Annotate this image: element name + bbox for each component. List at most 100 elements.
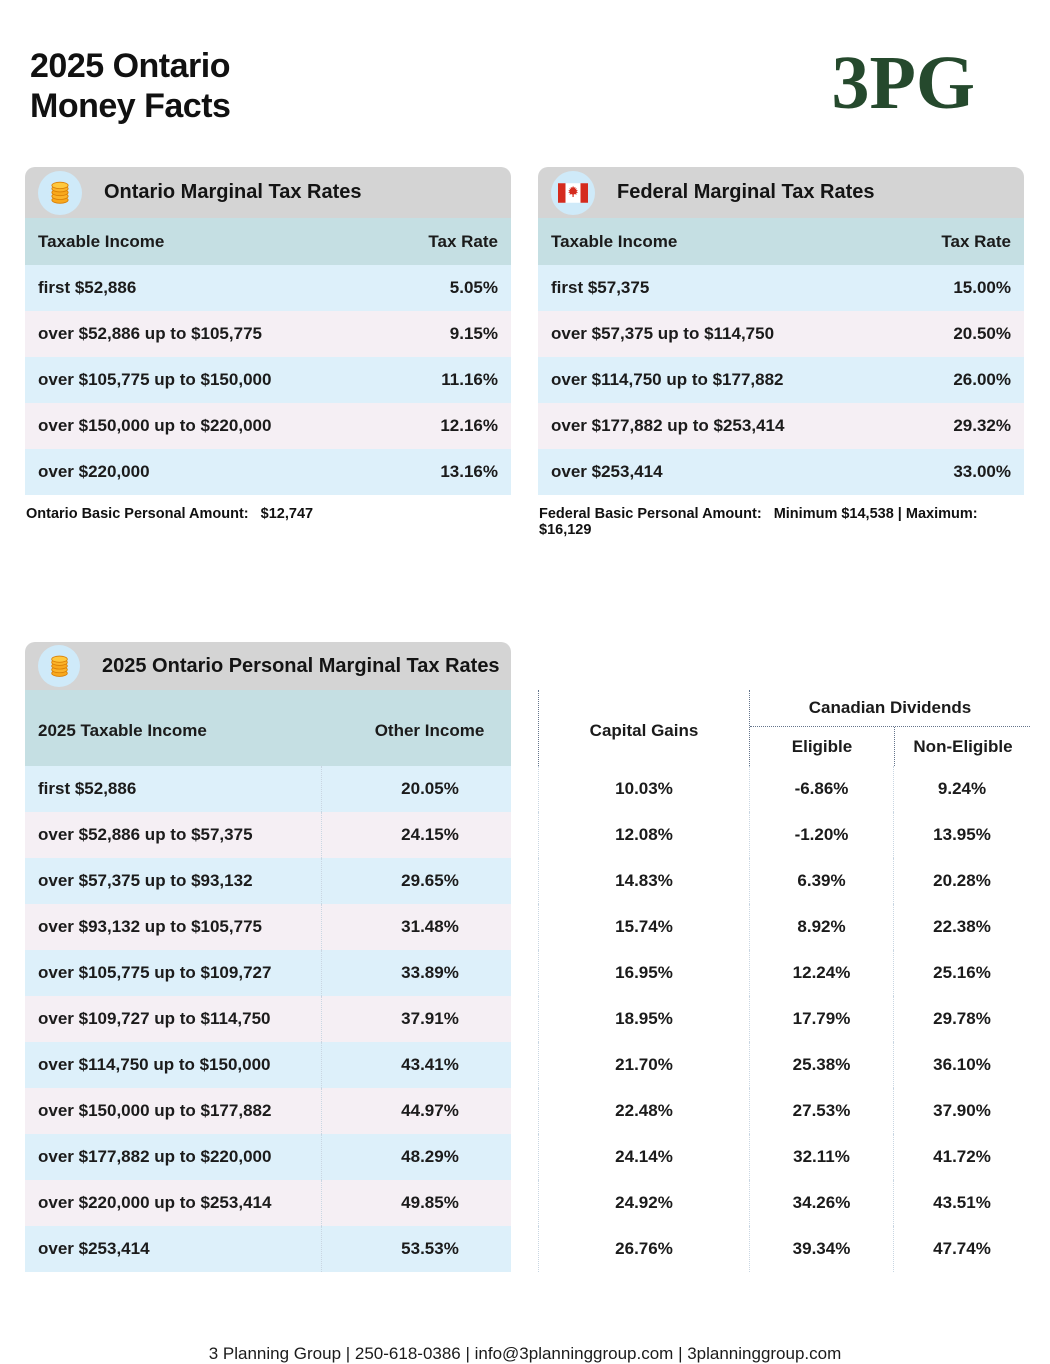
cell-eligible: 6.39% [749,858,893,904]
col-header-eligible: Eligible [791,736,853,756]
cell-income: over $114,750 up to $177,882 [551,370,784,389]
table-row: over $93,132 up to $105,775 31.48% 15.74% 8… [25,904,991,950]
cell-capital: 22.48% [538,1088,749,1134]
cell-income: over $105,775 up to $150,000 [38,370,272,389]
col-header-canadian-dividends-group: Canadian Dividends Eligible Non-Eligible [749,690,1030,766]
coins-icon [38,170,82,215]
page-footer: 3 Planning Group | 250-618-0386 | info@3… [208,1344,842,1363]
cell-income: over $93,132 up to $105,775 [38,917,262,936]
cell-income: over $177,882 up to $220,000 [38,1147,272,1166]
cell-income: over $105,775 up to $109,727 [38,963,272,982]
cell-income: over $253,414 [551,462,663,481]
cell-other: 31.48% [321,904,538,950]
cell-capital: 16.95% [538,950,749,996]
cell-eligible: 17.79% [749,996,893,1042]
page-title-line2: Money Facts [30,87,231,125]
ontario-column-headers: Taxable Income Tax Rate [25,218,511,265]
table-row: over $57,375 up to $93,132 29.65% 14.83% 6.… [25,858,991,904]
col-header-taxable-income: Taxable Income [551,231,678,251]
cell-noneligible: 29.78% [893,996,1030,1042]
ontario-tax-table: Ontario Marginal Tax Rates Taxable Incom… [25,167,511,538]
federal-footnote-value: Minimum $14,538 | Maximum: $16,129 [539,506,978,538]
table-row: over $150,000 up to $177,882 44.97% 22.48%… [25,1088,991,1134]
cell-capital: 10.03% [538,766,749,812]
cell-rate: 15.00% [953,278,1011,297]
cell-income: over $52,886 up to $57,375 [38,825,253,844]
table-row: over $220,000 13.16% [25,449,511,495]
cell-income: first $52,886 [38,278,137,297]
federal-footnote-label: Federal Basic Personal Amount: [539,506,762,522]
cell-other: 44.97% [321,1088,538,1134]
personal-table-header-bar: 2025 Ontario Personal Marginal Tax Rates [25,642,511,690]
col-header-canadian-dividends: Canadian Dividends [750,690,1030,727]
cell-other: 33.89% [321,950,538,996]
table-row: over $109,727 up to $114,750 37.91% 18.95%… [25,996,991,1042]
cell-capital: 26.76% [538,1226,749,1272]
personal-column-headers: 2025 Taxable Income Other Income Capital… [25,690,1030,766]
cell-noneligible: 13.95% [893,812,1030,858]
cell-capital: 14.83% [538,858,749,904]
table-row: over $150,000 up to $220,000 12.16% [25,403,511,449]
col-header-tax-rate: Tax Rate [941,231,1011,251]
cell-income: over $57,375 up to $114,750 [551,324,775,343]
cell-rate: 13.16% [440,462,498,481]
cell-income: over $109,727 up to $114,750 [38,1009,271,1028]
cell-eligible: 39.34% [749,1226,893,1272]
table-row: over $57,375 up to $114,750 20.50% [538,311,1024,357]
federal-table-title: Federal Marginal Tax Rates [617,181,875,203]
ontario-table-title: Ontario Marginal Tax Rates [104,181,362,203]
cell-rate: 11.16% [441,370,498,389]
cell-noneligible: 9.24% [893,766,1030,812]
table-row: first $57,375 15.00% [538,265,1024,311]
cell-eligible: 12.24% [749,950,893,996]
cell-eligible: -6.86% [749,766,893,812]
cell-income: over $177,882 up to $253,414 [551,416,785,435]
dividends-subheaders: Eligible Non-Eligible [750,727,1030,766]
cell-capital: 12.08% [538,812,749,858]
cell-noneligible: 37.90% [893,1088,1030,1134]
federal-column-headers: Taxable Income Tax Rate [538,218,1024,265]
cell-income: over $114,750 up to $150,000 [38,1055,271,1074]
federal-table-rows: first $57,375 15.00% over $57,375 up to $1… [538,265,1024,495]
col-header-capital-gains: Capital Gains [538,690,749,766]
col-header-taxable-income: Taxable Income [38,231,165,251]
table-row: over $177,882 up to $253,414 29.32% [538,403,1024,449]
cell-rate: 5.05% [449,278,498,297]
cell-other: 48.29% [321,1134,538,1180]
cell-other: 49.85% [321,1180,538,1226]
cell-other: 53.53% [321,1226,538,1272]
col-header-taxable-income: 2025 Taxable Income [38,721,207,740]
cell-rate: 20.50% [953,324,1011,343]
cell-other: 43.41% [321,1042,538,1088]
table-row: first $52,886 5.05% [25,265,511,311]
cell-income: over $150,000 up to $177,882 [38,1101,272,1120]
col-header-other-income: Other Income [374,721,485,740]
table-row: over $253,414 53.53% 26.76% 39.34% 47.74% [25,1226,991,1272]
table-row: first $52,886 20.05% 10.03% -6.86% 9.24% [25,766,986,812]
table-row: over $253,414 33.00% [538,449,1024,495]
page-title: 2025 Ontario Money Facts [30,46,231,126]
table-row: over $114,750 up to $177,882 26.00% [538,357,1024,403]
table-row: over $177,882 up to $220,000 48.29% 24.14%… [25,1134,991,1180]
federal-tax-table: Federal Marginal Tax Rates Taxable Incom… [538,167,1024,538]
cell-rate: 9.15% [449,324,498,343]
cell-income: over $150,000 up to $220,000 [38,416,272,435]
table-row: over $52,886 up to $57,375 24.15% 12.08% -1… [25,812,991,858]
cell-rate: 26.00% [953,370,1011,389]
table-row: over $114,750 up to $150,000 43.41% 21.70%… [25,1042,991,1088]
cell-income: over $220,000 up to $253,414 [38,1193,272,1212]
cell-eligible: 8.92% [749,904,893,950]
cell-noneligible: 43.51% [893,1180,1030,1226]
cell-noneligible: 47.74% [893,1226,1030,1272]
cell-rate: 12.16% [440,416,498,435]
coins-icon [38,645,80,687]
cell-capital: 24.92% [538,1180,749,1226]
ontario-footnote-label: Ontario Basic Personal Amount: [26,506,249,522]
page-header: 2025 Ontario Money Facts 3PG [0,0,1050,126]
col-header-tax-rate: Tax Rate [428,231,498,251]
cell-capital: 15.74% [538,904,749,950]
cell-noneligible: 41.72% [893,1134,1030,1180]
cell-income: over $57,375 up to $93,132 [38,871,253,890]
col-header-non-eligible: Non-Eligible [894,727,1031,766]
cell-income: first $57,375 [551,278,650,297]
